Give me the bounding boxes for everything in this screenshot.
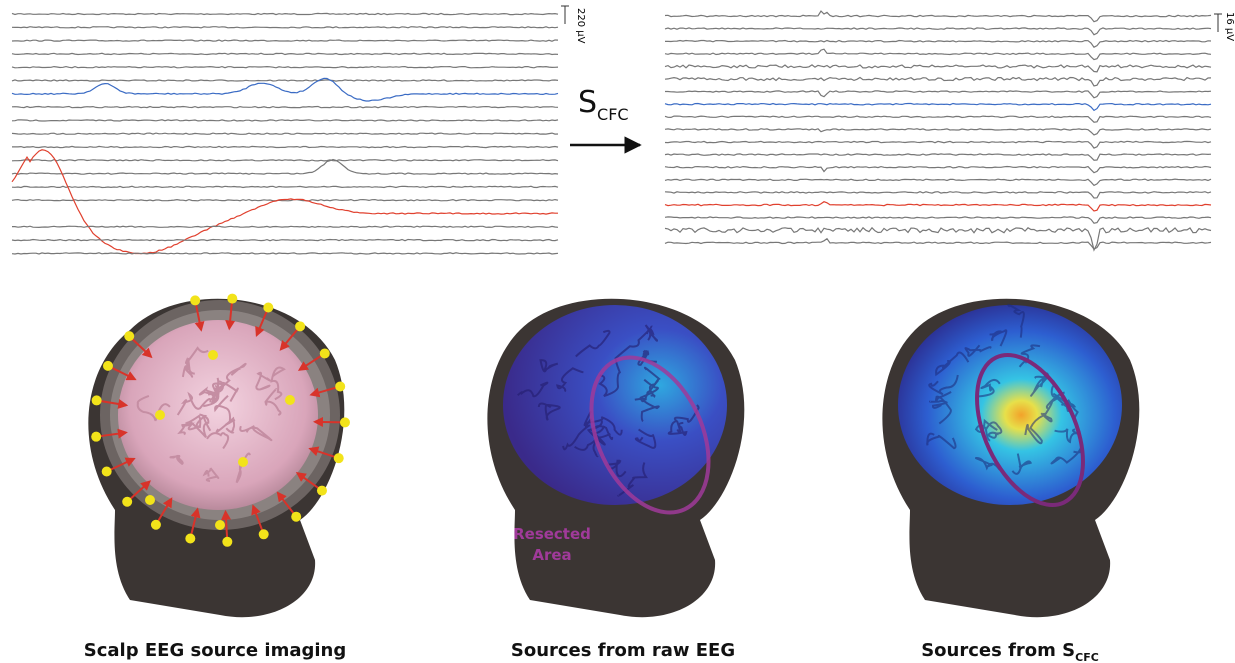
eeg-trace (12, 160, 558, 161)
electrode (295, 321, 305, 331)
electrode (317, 486, 327, 496)
left-traces (12, 13, 558, 254)
eeg-trace (665, 104, 1211, 111)
eeg-trace (12, 80, 558, 81)
eeg-trace (665, 202, 1211, 211)
eeg-trace (12, 107, 558, 108)
transform-symbol: S (578, 85, 597, 120)
eeg-trace (12, 40, 558, 41)
electrode (259, 529, 269, 539)
head-scfc (882, 299, 1139, 617)
eeg-trace (665, 154, 1211, 160)
electrode (92, 395, 102, 405)
caption: Scalp EEG source imaging (84, 640, 346, 661)
right-traces (665, 11, 1211, 250)
eeg-trace (665, 141, 1211, 148)
head-raw: Resected Area (487, 299, 744, 617)
eeg-trace (665, 65, 1211, 72)
eeg-trace (665, 11, 1211, 22)
electrode (238, 457, 248, 467)
eeg-trace (12, 53, 558, 54)
electrode (151, 520, 161, 530)
caption: Sources from SCFC (921, 640, 1099, 663)
eeg-trace (12, 150, 558, 254)
eeg-trace (12, 133, 558, 134)
eeg-trace (12, 253, 558, 254)
eeg-trace (12, 120, 558, 121)
caption: Sources from raw EEG (511, 640, 735, 661)
scale-label: 16 μV (1224, 12, 1235, 41)
eeg-trace (12, 78, 558, 101)
electrode (222, 537, 232, 547)
eeg-trace (665, 167, 1211, 173)
caption-text: Sources from S (921, 640, 1075, 661)
eeg-trace (665, 217, 1211, 223)
eeg-trace (665, 78, 1211, 86)
transform-label: SCFC (578, 85, 629, 124)
electrode (320, 348, 330, 358)
eeg-trace (665, 116, 1211, 122)
electrode (124, 331, 134, 341)
electrode (227, 294, 237, 304)
electrode (291, 512, 301, 522)
annotation: Area (532, 546, 571, 564)
eeg-trace (665, 28, 1211, 35)
electrode (208, 350, 218, 360)
eeg-trace (665, 49, 1211, 59)
electrode (91, 432, 101, 442)
scale-label: 220 μV (575, 8, 586, 44)
electrode (334, 453, 344, 463)
electrode (263, 302, 273, 312)
eeg-trace (12, 146, 558, 147)
head-scalp (88, 294, 350, 618)
eeg-trace (12, 27, 558, 28)
electrode (340, 417, 350, 427)
eeg-trace (12, 186, 558, 187)
eeg-trace (665, 192, 1211, 198)
electrode (335, 381, 345, 391)
eeg-trace (12, 67, 558, 68)
eeg-trace (665, 179, 1211, 185)
transform-subscript: CFC (597, 105, 629, 124)
figure: 220 μV 16 μV SCFC Resected Area Scalp EE… (0, 0, 1235, 663)
electrode (122, 497, 132, 507)
electrode (215, 520, 225, 530)
eeg-trace (12, 13, 558, 14)
electrode (145, 495, 155, 505)
eeg-trace (665, 239, 1211, 249)
electrode (285, 395, 295, 405)
eeg-trace (665, 228, 1211, 250)
eeg-trace (665, 91, 1211, 98)
electrode (190, 295, 200, 305)
electrode (102, 466, 112, 476)
electrode (155, 410, 165, 420)
eeg-trace (665, 41, 1211, 48)
electrode (185, 534, 195, 544)
caption-subscript: CFC (1075, 651, 1099, 663)
eeg-trace (12, 240, 558, 241)
eeg-trace (665, 129, 1211, 135)
electrode (103, 361, 113, 371)
eeg-trace (12, 226, 558, 227)
eeg-trace (12, 160, 558, 175)
annotation: Resected (513, 525, 591, 543)
